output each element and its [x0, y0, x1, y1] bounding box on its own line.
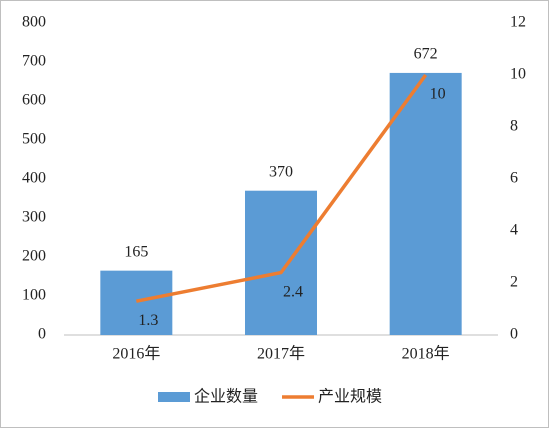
y-tick-label: 300 — [22, 209, 46, 226]
y2-tick-label: 8 — [510, 118, 518, 135]
y-tick-label: 200 — [22, 248, 46, 265]
bar-value-label: 672 — [414, 46, 438, 63]
y-tick-label: 0 — [38, 326, 46, 343]
y-tick-label: 400 — [22, 170, 46, 187]
line-value-label: 2.4 — [283, 283, 303, 300]
y2-tick-label: 2 — [510, 274, 518, 291]
y2-tick-label: 4 — [510, 222, 518, 239]
y2-tick-label: 10 — [510, 66, 526, 83]
bar — [100, 270, 173, 335]
legend-label: 企业数量 — [194, 387, 258, 406]
y2-tick-label: 0 — [510, 326, 518, 343]
line-value-label: 1.3 — [138, 312, 158, 329]
bar-value-label: 370 — [269, 163, 293, 180]
x-tick-label: 2017年 — [257, 345, 305, 363]
y-tick-label: 600 — [22, 92, 46, 109]
y-tick-label: 700 — [22, 53, 46, 70]
line-value-label: 10 — [430, 86, 446, 103]
y2-tick-label: 6 — [510, 170, 518, 187]
y-tick-label: 100 — [22, 287, 46, 304]
x-tick-label: 2018年 — [402, 345, 450, 363]
legend-label: 产业规模 — [318, 387, 382, 406]
bar-value-label: 165 — [124, 243, 148, 260]
y-tick-label: 500 — [22, 131, 46, 148]
x-tick-label: 2016年 — [112, 345, 160, 363]
line — [135, 73, 428, 303]
y-tick-label: 800 — [22, 14, 46, 31]
y2-tick-label: 12 — [510, 14, 526, 31]
bar — [389, 72, 462, 336]
legend-swatch — [158, 392, 190, 402]
bar — [245, 190, 317, 335]
